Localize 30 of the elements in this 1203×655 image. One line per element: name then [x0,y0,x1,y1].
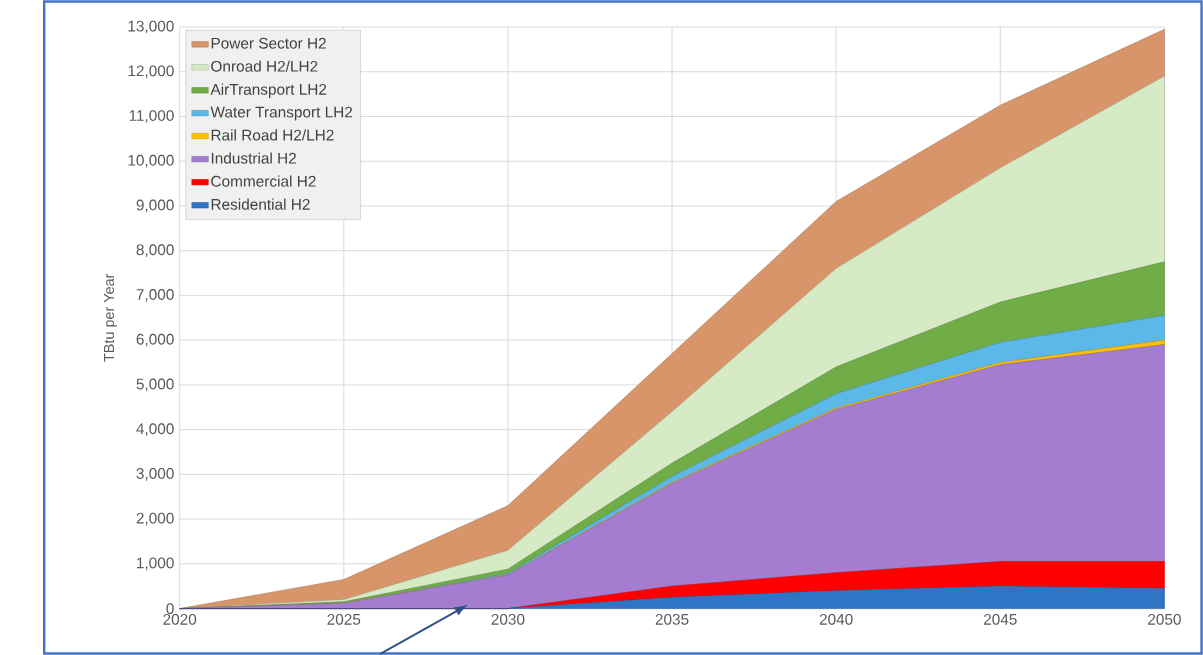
legend-label: AirTransport LH2 [210,83,327,98]
y-tick-label: 0 [166,603,174,615]
y-tick-label: 9,000 [136,199,174,213]
x-tick-label: 2050 [1148,613,1181,625]
legend-label: Residential H2 [211,198,310,210]
y-axis-title: TBtu per Year [104,273,117,362]
y-tick-label: 3,000 [136,468,174,481]
y-tick-label: 13,000 [128,20,174,34]
x-tick-label: 2025 [327,613,361,625]
y-tick-label: 11,000 [129,110,174,123]
legend-label: Commercial H2 [211,175,316,187]
x-tick-label: 2030 [491,613,525,625]
legend-label: Water Transport LH2 [210,106,353,121]
y-tick-label: 8,000 [136,244,174,258]
legend-label: Power Sector H2 [211,37,326,49]
y-tick-label: 1,000 [137,557,174,571]
legend-label: Rail Road H2/LH2 [211,129,334,141]
y-tick-label: 7,000 [136,289,174,302]
x-tick-label: 2020 [163,613,197,625]
x-tick-label: 2035 [655,613,689,625]
x-tick-label: 2040 [819,613,853,625]
legend-label: Onroad H2/LH2 [211,60,318,72]
y-tick-label: 2,000 [136,512,174,526]
x-tick-label: 2045 [983,613,1017,625]
legend-label: Industrial H2 [211,152,296,164]
y-tick-label: 5,000 [136,378,174,392]
y-tick-label: 10,000 [128,154,174,168]
y-tick-label: 12,000 [128,65,174,79]
y-tick-label: 6,000 [136,333,174,347]
y-tick-label: 4,000 [136,423,174,437]
